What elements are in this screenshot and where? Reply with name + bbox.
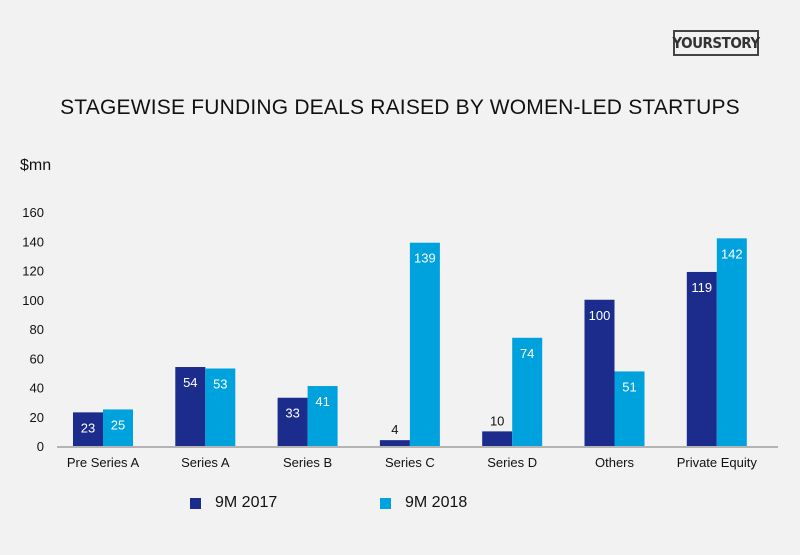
data-label: 33: [285, 406, 299, 421]
bar-9m-2018: [716, 238, 747, 446]
data-label: 100: [589, 308, 611, 323]
bar-9m-2017: [686, 271, 717, 446]
data-label: 4: [391, 422, 398, 437]
data-label: 41: [315, 394, 329, 409]
data-label: 25: [111, 417, 125, 432]
y-tick-label: 20: [30, 410, 44, 425]
legend-label: 9M 2017: [215, 494, 278, 511]
x-tick-label: Series D: [487, 455, 537, 470]
data-label: 142: [721, 246, 743, 261]
bar-9m-2017: [379, 440, 410, 446]
bar-9m-2018: [512, 337, 543, 446]
bar-9m-2017: [277, 397, 308, 446]
yourstory-logo: YOURSTORY: [672, 30, 760, 56]
y-axis-unit: $mn: [20, 157, 52, 174]
bar-9m-2017: [482, 431, 513, 446]
legend-item-2018: 9M 2018: [380, 494, 467, 512]
chart-title: STAGEWISE FUNDING DEALS RAISED BY WOMEN-…: [60, 96, 740, 119]
x-tick-label: Series B: [283, 455, 332, 470]
bar-9m-2017: [175, 367, 206, 446]
bar-9m-2018: [409, 242, 440, 446]
data-label: 10: [490, 413, 504, 428]
data-label: 139: [414, 251, 436, 266]
data-label: 51: [622, 379, 636, 394]
y-tick-label: 0: [37, 439, 44, 454]
x-tick-label: Series C: [385, 455, 435, 470]
data-label: 23: [81, 420, 95, 435]
x-tick-label: Private Equity: [677, 455, 758, 470]
bar-9m-2018: [103, 409, 133, 446]
data-label: 74: [520, 346, 534, 361]
y-tick-label: 40: [30, 381, 44, 396]
legend-label: 9M 2018: [405, 494, 468, 511]
y-tick-label: 140: [22, 234, 44, 249]
bar-9m-2017: [73, 412, 103, 446]
legend-swatch-2017: [190, 497, 201, 509]
x-tick-label: Series A: [181, 455, 230, 470]
y-tick-label: 120: [22, 264, 44, 279]
y-tick-label: 160: [22, 205, 44, 220]
y-tick-label: 60: [30, 351, 44, 366]
y-tick-label: 80: [30, 322, 44, 337]
data-label: 54: [183, 375, 197, 390]
bar-9m-2018: [205, 368, 236, 446]
y-tick-label: 100: [22, 293, 44, 308]
legend-item-2017: 9M 2017: [190, 494, 277, 512]
bar-9m-2017: [584, 299, 615, 446]
data-label: 119: [691, 280, 712, 295]
bar-9m-2018: [614, 371, 645, 446]
legend-swatch-2018: [380, 497, 391, 509]
data-label: 53: [213, 376, 227, 391]
x-tick-label: Others: [595, 455, 635, 470]
bar-9m-2018: [307, 386, 338, 446]
x-tick-label: Pre Series A: [67, 455, 140, 470]
